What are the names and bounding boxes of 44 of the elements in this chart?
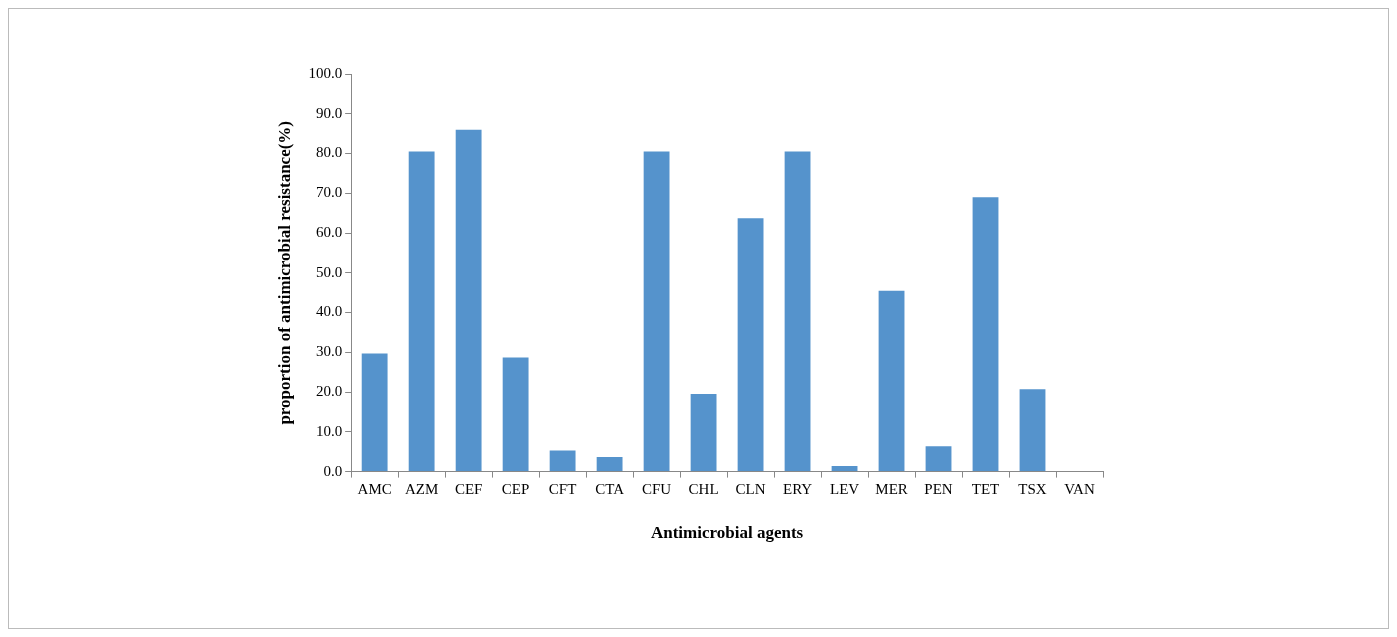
y-tick-label: 40.0 [315, 303, 343, 320]
x-axis-title: Antimicrobial agents [650, 523, 804, 543]
x-tick-label: CHL [688, 480, 719, 497]
x-tick-label: TET [971, 480, 1000, 497]
y-tick-label: 90.0 [315, 104, 343, 121]
bar [361, 353, 388, 472]
y-tick-label: 70.0 [315, 184, 343, 201]
x-tick-label: PEN [924, 480, 953, 497]
bar [1019, 389, 1046, 472]
y-tick-label: 80.0 [315, 144, 343, 161]
bar [408, 151, 435, 472]
x-tick-label: CFU [642, 480, 672, 497]
x-tick-label: CEP [501, 480, 530, 497]
y-tick-label: 10.0 [315, 422, 343, 439]
bar [831, 466, 858, 472]
bar [643, 151, 670, 472]
x-tick-label: CLN [735, 480, 766, 497]
x-tick-label: LEV [829, 480, 860, 497]
x-tick-label: ERY [782, 480, 813, 497]
bar [455, 129, 482, 472]
y-tick-label: 60.0 [315, 223, 343, 240]
y-tick-label: 100.0 [308, 64, 343, 81]
x-tick-label: TSX [1018, 480, 1047, 497]
x-tick-label: CFT [548, 480, 577, 497]
x-tick-label: AMC [357, 480, 392, 497]
y-tick-label: 20.0 [315, 383, 343, 400]
bar [972, 197, 999, 472]
bar [784, 151, 811, 472]
x-tick-label: CTA [595, 480, 625, 497]
y-axis-title: proportion of antimicrobial resistance(%) [274, 120, 294, 425]
x-tick-label: VAN [1064, 480, 1095, 497]
bar [878, 290, 905, 472]
x-tick-label: AZM [404, 480, 439, 497]
x-tick-label: MER [875, 480, 908, 497]
bar [737, 218, 764, 472]
y-tick-label: 0.0 [323, 462, 343, 479]
x-tick-label: CEF [454, 480, 483, 497]
bar [502, 357, 529, 472]
bar [549, 450, 576, 472]
bar [925, 446, 952, 472]
bar [690, 394, 717, 472]
y-tick-label: 50.0 [315, 263, 343, 280]
bar [596, 456, 623, 472]
y-tick-label: 30.0 [315, 343, 343, 360]
